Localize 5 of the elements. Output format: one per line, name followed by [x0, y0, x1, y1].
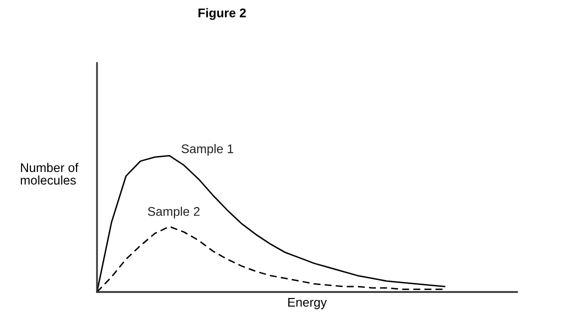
y-axis-title: Number of molecules [20, 162, 78, 185]
series-label: Sample 1 [182, 144, 234, 156]
series-label: Sample 2 [148, 206, 200, 218]
chart-title: Figure 2 [198, 8, 246, 20]
x-axis-title: Energy [288, 298, 327, 310]
